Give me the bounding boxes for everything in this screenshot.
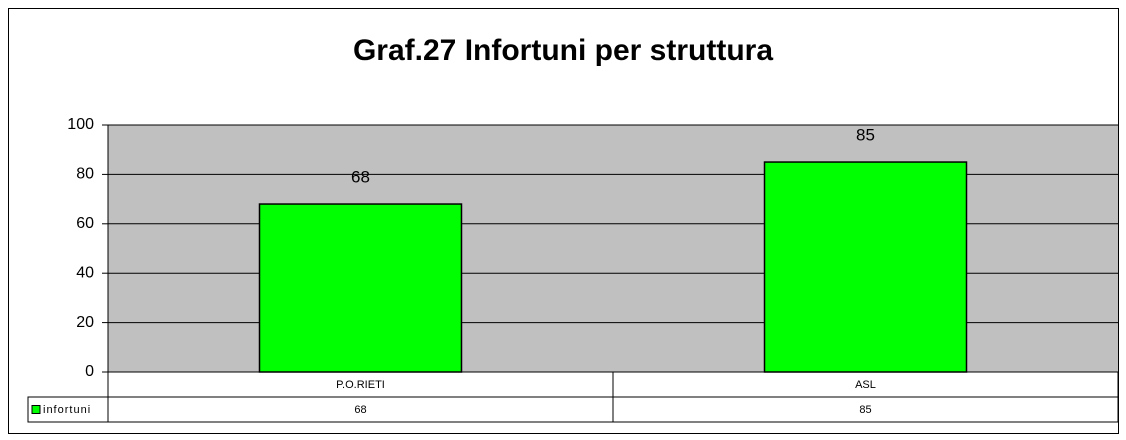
legend-key (31, 405, 41, 414)
chart-title: Graf.27 Infortuni per struttura (353, 34, 773, 67)
data-label: 85 (856, 126, 875, 145)
x-tick-label: P.O.RIETI (336, 379, 385, 391)
data-table-row (27, 396, 1119, 423)
legend-label: infortuni (43, 404, 91, 416)
y-tick-label: 60 (76, 215, 94, 232)
y-tick-label: 80 (76, 166, 94, 183)
bar (763, 161, 968, 373)
y-tick-label: 0 (85, 363, 94, 380)
x-tick-label: ASL (855, 379, 876, 391)
y-tick-label: 40 (76, 264, 94, 281)
y-tick-label: 100 (67, 116, 94, 133)
bar (258, 203, 463, 373)
y-tick-label: 20 (76, 314, 94, 331)
data-table-value: 85 (859, 404, 871, 416)
data-table-value: 68 (354, 404, 366, 416)
data-label: 68 (351, 168, 370, 187)
